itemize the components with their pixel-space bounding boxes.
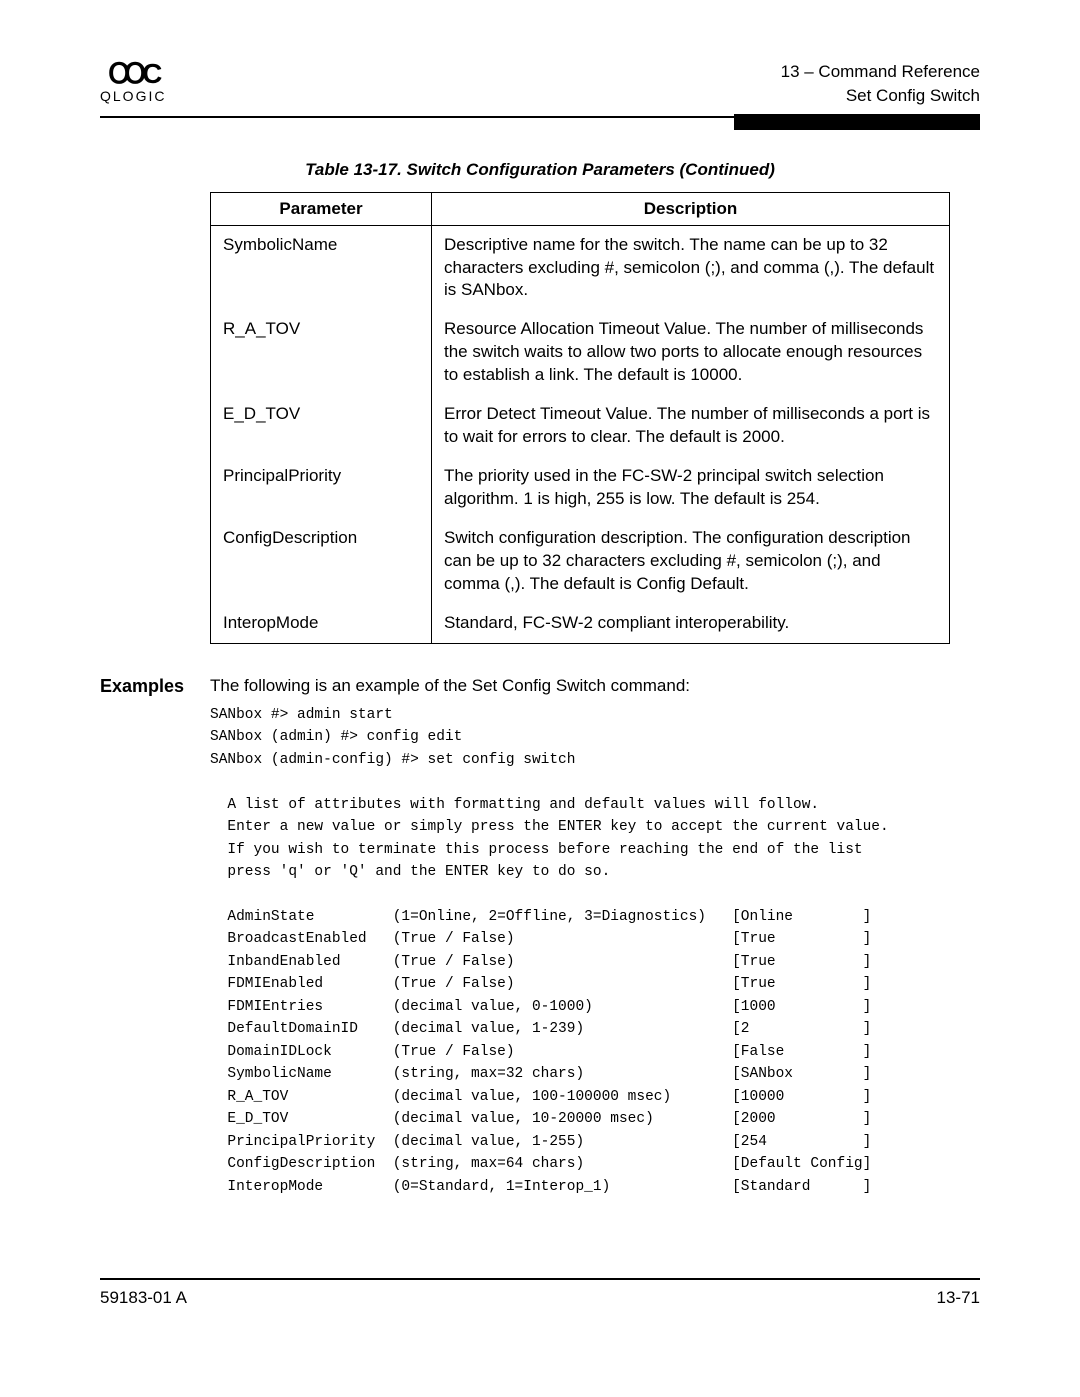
examples-intro: The following is an example of the Set C…	[210, 676, 980, 696]
header-title-block: 13 – Command Reference Set Config Switch	[781, 60, 980, 108]
logo-icon: ꝎC	[108, 60, 158, 88]
table-row: R_A_TOV Resource Allocation Timeout Valu…	[211, 310, 950, 395]
param-cell: E_D_TOV	[211, 395, 432, 457]
param-cell: ConfigDescription	[211, 519, 432, 604]
desc-cell: Standard, FC-SW-2 compliant interoperabi…	[432, 604, 950, 643]
desc-cell: The priority used in the FC-SW-2 princip…	[432, 457, 950, 519]
table-row: ConfigDescription Switch configuration d…	[211, 519, 950, 604]
code-example: SANbox #> admin start SANbox (admin) #> …	[210, 704, 980, 1198]
page-header: ꝎC QLOGIC 13 – Command Reference Set Con…	[100, 60, 980, 108]
param-cell: SymbolicName	[211, 225, 432, 310]
header-divider	[100, 116, 980, 130]
desc-cell: Resource Allocation Timeout Value. The n…	[432, 310, 950, 395]
footer-right: 13-71	[937, 1288, 980, 1308]
desc-cell: Switch configuration description. The co…	[432, 519, 950, 604]
section-title: 13 – Command Reference	[781, 60, 980, 84]
param-cell: PrincipalPriority	[211, 457, 432, 519]
subsection-title: Set Config Switch	[781, 84, 980, 108]
table-row: E_D_TOV Error Detect Timeout Value. The …	[211, 395, 950, 457]
table-caption: Table 13-17. Switch Configuration Parame…	[100, 160, 980, 180]
table-header-description: Description	[432, 192, 950, 225]
footer-left: 59183-01 A	[100, 1288, 187, 1308]
param-cell: InteropMode	[211, 604, 432, 643]
logo-text: QLOGIC	[100, 88, 166, 104]
param-cell: R_A_TOV	[211, 310, 432, 395]
logo: ꝎC QLOGIC	[100, 60, 166, 104]
page-footer: 59183-01 A 13-71	[100, 1278, 980, 1308]
desc-cell: Error Detect Timeout Value. The number o…	[432, 395, 950, 457]
table-row: InteropMode Standard, FC-SW-2 compliant …	[211, 604, 950, 643]
table-row: SymbolicName Descriptive name for the sw…	[211, 225, 950, 310]
table-row: PrincipalPriority The priority used in t…	[211, 457, 950, 519]
table-header-parameter: Parameter	[211, 192, 432, 225]
desc-cell: Descriptive name for the switch. The nam…	[432, 225, 950, 310]
parameters-table: Parameter Description SymbolicName Descr…	[210, 192, 950, 644]
examples-heading: Examples	[100, 676, 210, 697]
